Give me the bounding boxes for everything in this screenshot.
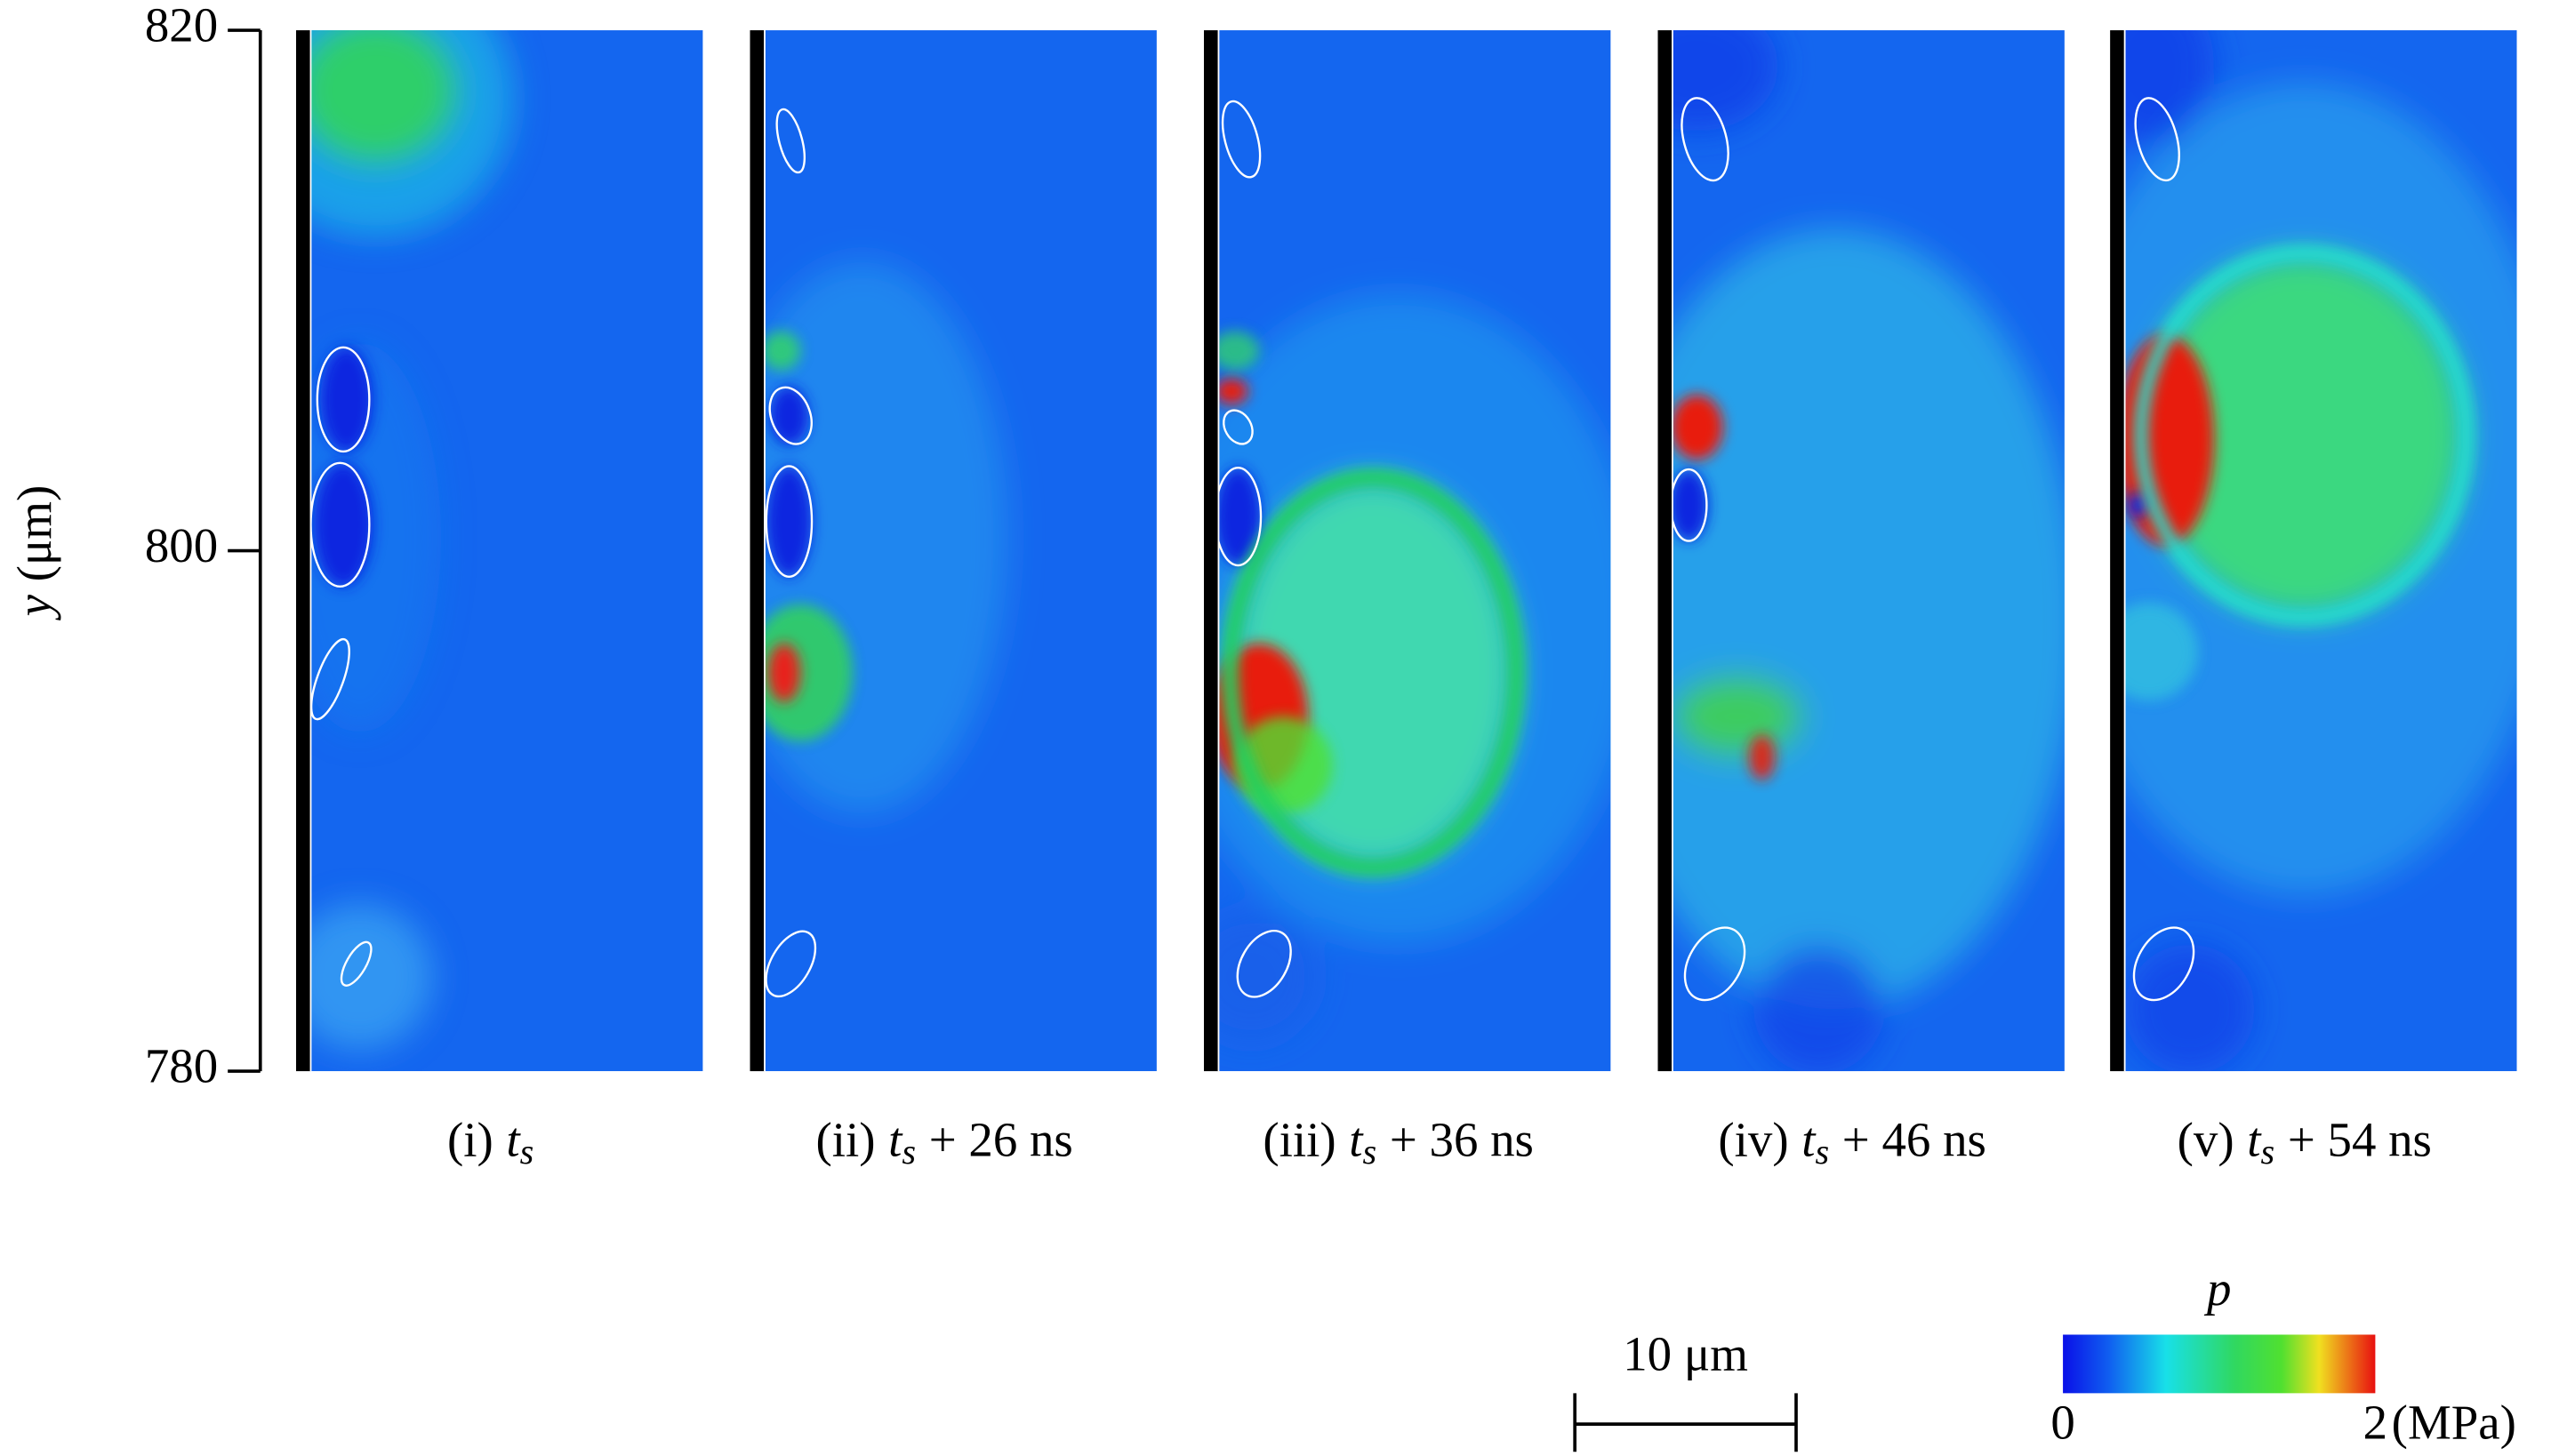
bubble-outline [1683,926,1746,1002]
caption-time: t [888,1112,903,1166]
field [310,30,703,1072]
panel-wall [296,30,311,1072]
y-axis-var: y [7,594,61,620]
field-panel [750,30,1157,1072]
caption-offset: + 54 ns [2288,1112,2432,1166]
bubble-outline [1223,409,1254,445]
bubble-outline [768,386,813,445]
y-tick-label: 800 [145,518,218,572]
pressure-region [2140,252,2467,618]
bubble-outline [340,940,373,987]
bubble-outline [310,461,371,588]
field [2124,30,2517,1072]
pressure-region [2124,30,2215,148]
panel-caption: (v) ts + 54 ns [2178,1112,2432,1172]
caption-offset: + 36 ns [1390,1112,1534,1166]
pressure-region [1672,394,1723,460]
pressure-region [1753,944,1884,1072]
pressure-region [320,347,373,452]
pressure-region [1218,331,1260,371]
y-axis-unit: (μm) [7,485,61,582]
field-panel [296,30,703,1072]
pressure-region [1218,911,1317,1043]
panel-wall [750,30,765,1072]
panel-wall [2110,30,2125,1072]
colorbar-label: p [2203,1261,2231,1316]
caption-time: t [2247,1112,2262,1166]
bubble-outline [1221,100,1262,179]
caption-offset: + 26 ns [929,1112,1073,1166]
pressure-region [310,903,433,1051]
bubble-outline [1236,929,1292,998]
bubble-outline [765,465,814,579]
y-tick-label: 820 [145,0,218,52]
panel-wall [1657,30,1673,1072]
caption-subscript: s [2261,1132,2275,1172]
bubble-outline [1218,467,1263,567]
scale-bar-label: 10 μm [1623,1327,1748,1381]
bubble-outline [310,637,350,721]
caption-subscript: s [902,1132,916,1172]
field-panel [1657,30,2065,1072]
pressure-region [1672,30,1778,132]
panel-caption: (iii) ts + 36 ns [1263,1112,1534,1172]
panel-wall [1203,30,1219,1072]
pressure-region [1672,676,1803,757]
caption-index: (iii) [1263,1112,1336,1166]
pressure-region [1218,378,1248,404]
pressure-region [314,462,373,587]
pressure-region [1748,734,1776,780]
caption-index: (iv) [1718,1112,1788,1166]
caption-time: t [506,1112,521,1166]
panel-caption: (iv) ts + 46 ns [1718,1112,1985,1172]
field [764,30,1157,1072]
pressure-region [2128,492,2148,518]
field [1218,30,1611,1072]
colorbar-tick-label: 0 [2050,1395,2074,1449]
pressure-region [310,30,458,164]
bubble-outline [2132,926,2195,1002]
caption-index: (ii) [815,1112,875,1166]
pressure-region [2124,944,2255,1072]
caption-time: t [1349,1112,1364,1166]
caption-subscript: s [1363,1132,1377,1172]
bubble-outline [1681,97,1729,182]
colorbar [2063,1334,2376,1394]
panel-caption: (i) ts [447,1112,533,1172]
bubble-outline [775,108,806,174]
bubble-outline [2134,97,2180,182]
caption-offset: + 46 ns [1842,1112,1986,1166]
pressure-region [764,604,853,741]
y-axis-label: y (μm) [7,485,61,621]
pressure-region [1672,469,1709,541]
pressure-region [1218,468,1262,566]
bubble-outline [1672,468,1708,542]
pressure-front [1222,469,1525,876]
bubble-outline [765,930,817,998]
caption-index: (i) [447,1112,493,1166]
y-tick-label: 780 [145,1039,218,1093]
caption-time: t [1801,1112,1817,1166]
pressure-front [2134,246,2474,624]
colorbar-tick-label: 2 [2363,1395,2387,1449]
bubble-outline [316,346,371,453]
field-panel [1203,30,1611,1072]
pressure-region [769,386,809,445]
field-features [2124,30,2517,1072]
pressure-region [2124,603,2198,700]
panel-caption: (ii) ts + 26 ns [815,1112,1072,1172]
colorbar-unit: (MPa) [2392,1395,2516,1449]
field [1672,30,2065,1072]
pressure-region [764,331,801,371]
caption-subscript: s [1816,1132,1830,1172]
caption-index: (v) [2178,1112,2234,1166]
field-panel [2110,30,2517,1072]
caption-subscript: s [520,1132,534,1172]
field-features [1672,30,2065,1072]
pressure-region [766,466,813,577]
pressure-region [767,643,801,702]
pressure-region [1672,228,2065,1010]
